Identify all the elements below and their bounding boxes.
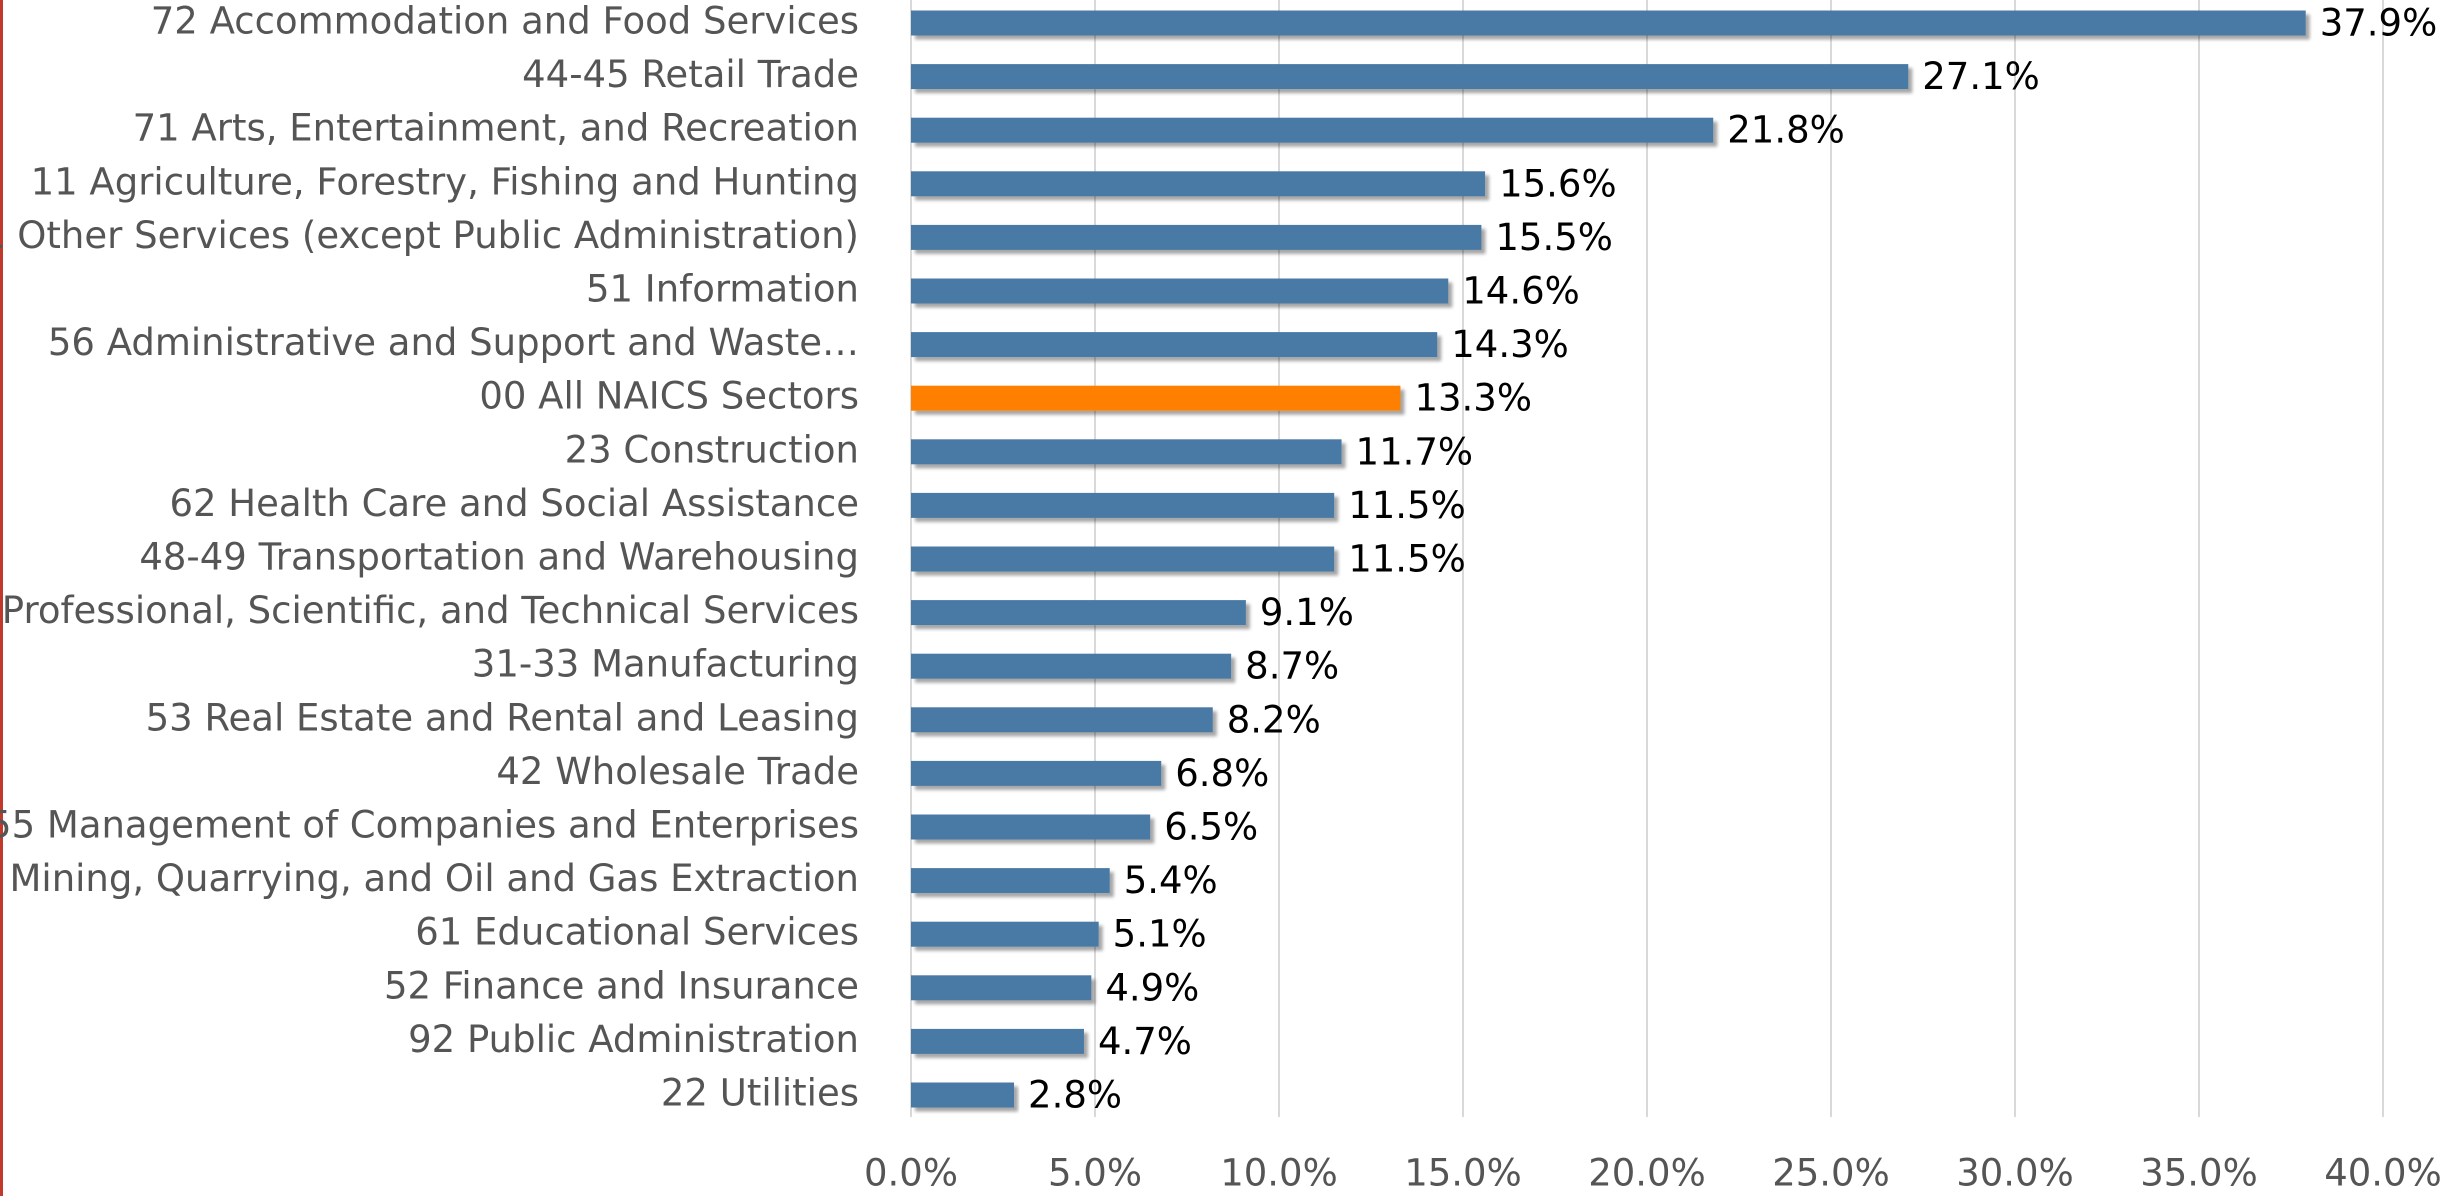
x-tick-label: 5.0%: [1048, 1152, 1142, 1195]
category-label: 22 Utilities: [661, 1072, 859, 1115]
x-tick-label: 15.0%: [1404, 1152, 1522, 1195]
x-tick-label: 0.0%: [864, 1152, 958, 1195]
category-label: 23 Construction: [565, 428, 859, 471]
category-label: 31-33 Manufacturing: [472, 643, 859, 686]
value-label: 6.8%: [1175, 752, 1269, 795]
category-label: 62 Health Care and Social Assistance: [169, 482, 859, 525]
marks: 72 Accommodation and Food Services 37.9% 4…: [0, 0, 2437, 1117]
value-label: 8.7%: [1245, 645, 1339, 688]
x-tick-label: 10.0%: [1220, 1152, 1338, 1195]
bar: [911, 1028, 1084, 1054]
category-label: 71 Arts, Entertainment, and Recreation: [133, 107, 859, 150]
bar: [911, 760, 1162, 786]
category-label: 55 Management of Companies and Enterpris…: [0, 804, 859, 847]
edge-line: [0, 0, 3, 1196]
bar: [911, 921, 1099, 947]
value-label: 6.5%: [1164, 806, 1258, 849]
x-tick-label: 25.0%: [1772, 1152, 1890, 1195]
bar: [911, 117, 1714, 143]
value-label: 37.9%: [2320, 2, 2438, 45]
bar: [911, 385, 1401, 411]
bar: [911, 332, 1438, 358]
category-label: 11 Agriculture, Forestry, Fishing and Hu…: [31, 160, 859, 203]
bar: [911, 171, 1486, 197]
value-label: 21.8%: [1727, 109, 1845, 152]
value-label: 14.6%: [1462, 270, 1580, 313]
value-label: 11.7%: [1356, 430, 1474, 473]
bar: [911, 653, 1232, 679]
category-label: 81 Other Services (except Public Adminis…: [0, 214, 859, 257]
x-tick-label: 35.0%: [2140, 1152, 2258, 1195]
category-label: 51 Information: [586, 268, 859, 311]
category-label: 56 Administrative and Support and Waste…: [48, 321, 859, 364]
category-label: 72 Accommodation and Food Services: [151, 0, 859, 43]
value-label: 8.2%: [1227, 698, 1321, 741]
category-label: 53 Real Estate and Rental and Leasing: [146, 696, 859, 739]
bar: [911, 600, 1246, 626]
bar: [911, 64, 1909, 90]
value-label: 15.5%: [1495, 216, 1613, 259]
value-label: 11.5%: [1348, 484, 1466, 527]
bar: [911, 868, 1110, 894]
bar: [911, 224, 1482, 250]
value-label: 11.5%: [1348, 538, 1466, 581]
category-label: 44-45 Retail Trade: [522, 53, 859, 96]
bar: [911, 10, 2306, 36]
bar: [911, 278, 1449, 304]
bar: [911, 439, 1342, 465]
category-label: 92 Public Administration: [408, 1018, 859, 1061]
category-label: 48-49 Transportation and Warehousing: [139, 536, 859, 579]
value-label: 27.1%: [1922, 55, 2040, 98]
category-label: 42 Wholesale Trade: [496, 750, 859, 793]
value-label: 5.4%: [1124, 859, 1218, 902]
x-tick-label: 30.0%: [1956, 1152, 2074, 1195]
bar: [911, 546, 1335, 572]
value-label: 4.7%: [1098, 1020, 1192, 1063]
category-label: 54 Professional, Scientific, and Technic…: [0, 589, 859, 632]
bar: [911, 1082, 1015, 1108]
value-label: 4.9%: [1105, 966, 1199, 1009]
category-label: 21 Mining, Quarrying, and Oil and Gas Ex…: [0, 857, 859, 900]
bar: [911, 492, 1335, 518]
bar: [911, 975, 1092, 1001]
bar: [911, 707, 1213, 733]
value-label: 14.3%: [1451, 323, 1569, 366]
value-label: 2.8%: [1028, 1074, 1122, 1117]
x-tick-label: 20.0%: [1588, 1152, 1706, 1195]
value-label: 9.1%: [1260, 591, 1354, 634]
value-label: 13.3%: [1414, 377, 1532, 420]
x-tick-label: 40.0%: [2324, 1152, 2442, 1195]
bar: [911, 814, 1151, 840]
category-label: 61 Educational Services: [415, 911, 859, 954]
category-label: 00 All NAICS Sectors: [479, 375, 859, 418]
value-label: 15.6%: [1499, 162, 1617, 205]
category-label: 52 Finance and Insurance: [384, 964, 859, 1007]
value-label: 5.1%: [1113, 913, 1207, 956]
